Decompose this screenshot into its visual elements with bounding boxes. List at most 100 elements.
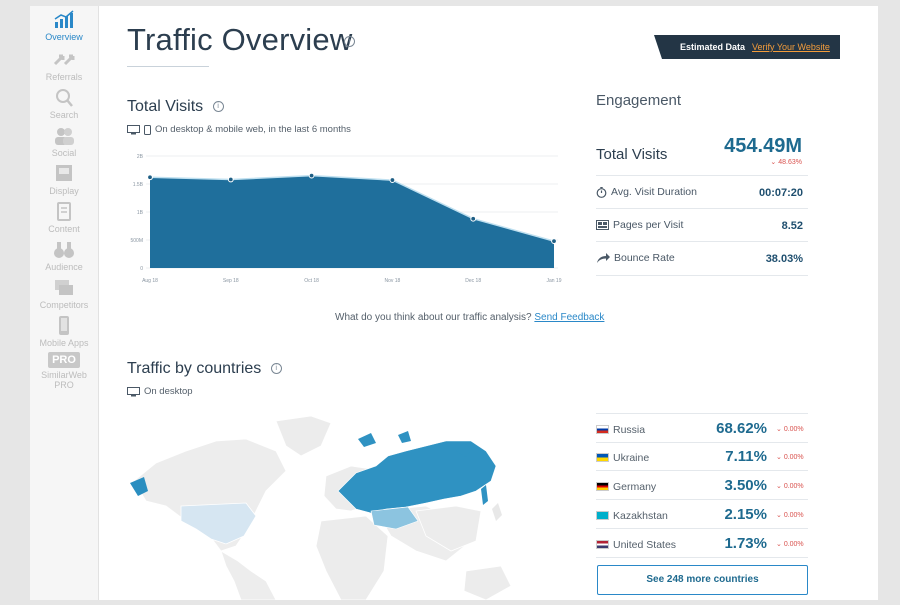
- sidebar-item-label: Overview: [45, 32, 83, 42]
- layers-icon: [55, 280, 73, 295]
- data-point[interactable]: [147, 174, 153, 181]
- engagement-row-pages: Pages per Visit 8.52: [596, 208, 808, 242]
- engagement-label-text: Avg. Visit Duration: [611, 186, 697, 198]
- flag-icon: [596, 482, 609, 491]
- sidebar-item-label: Audience: [45, 262, 83, 272]
- sidebar-item-label: Social: [51, 148, 77, 158]
- country-name: Russia: [613, 424, 646, 436]
- sidebar-item-display[interactable]: Display: [30, 164, 98, 196]
- stopwatch-icon: [596, 186, 607, 198]
- bounce-arrow-icon: [597, 252, 610, 263]
- x-tick-label: Dec 18: [465, 278, 481, 284]
- engagement-label-text: Bounce Rate: [614, 252, 675, 264]
- info-icon[interactable]: i: [270, 363, 282, 375]
- sidebar-item-label: Referrals: [45, 72, 83, 82]
- total-visits-chart: 2B 1.5B 1B 500M 0 Aug 18 Sep 18 Oct 18 Nov 18 Dec…: [126, 146, 566, 291]
- info-icon[interactable]: i: [344, 36, 355, 47]
- verify-website-link[interactable]: Verify Your Website: [752, 42, 830, 52]
- sidebar-item-mobile-apps[interactable]: Mobile Apps: [30, 316, 98, 348]
- change-value: 0.00%: [783, 541, 804, 548]
- country-row[interactable]: Kazakhstan 2.15% ⌄ 0.00%: [596, 500, 808, 529]
- country-row[interactable]: United States 1.73% ⌄ 0.00%: [596, 529, 808, 558]
- sidebar-item-label: Content: [48, 224, 80, 234]
- phone-icon: [59, 316, 69, 335]
- arrows-icon: [53, 54, 75, 66]
- data-point[interactable]: [227, 176, 234, 183]
- world-map[interactable]: [126, 411, 516, 601]
- sidebar-item-social[interactable]: Social: [30, 126, 98, 158]
- total-visits-title-text: Total Visits: [127, 98, 204, 115]
- sidebar-item-content[interactable]: Content: [30, 202, 98, 234]
- countries-subnote: On desktop: [127, 386, 193, 397]
- x-tick-label: Nov 18: [384, 278, 400, 284]
- country-name: Germany: [613, 481, 657, 493]
- y-tick-label: 1.5B: [133, 182, 144, 188]
- info-icon[interactable]: i: [212, 101, 224, 113]
- document-icon: [57, 202, 71, 221]
- pages-icon: [596, 219, 609, 230]
- page: Overview Referrals Search Social: [30, 6, 878, 601]
- desktop-icon: [127, 386, 140, 396]
- engagement-value: 8.52: [781, 220, 803, 232]
- country-row[interactable]: Russia 68.62% ⌄ 0.00%: [596, 413, 808, 443]
- data-point[interactable]: [551, 238, 557, 245]
- y-tick-label: 0: [140, 266, 143, 272]
- sidebar-item-label: Mobile Apps: [39, 338, 89, 348]
- engagement-label: Bounce Rate: [596, 252, 675, 264]
- country-name: United States: [613, 539, 677, 551]
- flag-icon: [596, 453, 609, 462]
- country-row[interactable]: Germany 3.50% ⌄ 0.00%: [596, 471, 808, 500]
- down-chevron-icon: ⌄: [776, 483, 784, 490]
- sidebar-item-referrals[interactable]: Referrals: [30, 50, 98, 82]
- country-change: ⌄ 0.00%: [776, 453, 804, 461]
- mobile-icon: [144, 124, 151, 135]
- title-underline: [127, 66, 209, 67]
- change-value: 0.00%: [783, 454, 804, 461]
- sidebar-item-audience[interactable]: Audience: [30, 240, 98, 272]
- sidebar-item-search[interactable]: Search: [30, 88, 98, 120]
- country-change: ⌄ 0.00%: [776, 482, 804, 490]
- see-more-countries-button[interactable]: See 248 more countries: [597, 565, 808, 595]
- change-value: 0.00%: [783, 483, 804, 490]
- pro-badge: PRO: [48, 352, 80, 368]
- visits-line: [149, 174, 555, 242]
- send-feedback-link[interactable]: Send Feedback: [534, 312, 605, 323]
- x-tick-label: Aug 18: [142, 278, 158, 284]
- engagement-label: Avg. Visit Duration: [596, 186, 697, 198]
- subnote-text: On desktop & mobile web, in the last 6 m…: [155, 124, 351, 135]
- change-value: 0.00%: [783, 426, 804, 433]
- country-name: Kazakhstan: [613, 510, 668, 522]
- engagement-title: Engagement: [596, 92, 682, 109]
- y-tick-label: 1B: [137, 210, 144, 216]
- flag-icon: [596, 511, 609, 520]
- binoculars-icon: [54, 242, 74, 258]
- sidebar-item-label: Search: [49, 110, 79, 120]
- engagement-value: 38.03%: [765, 253, 803, 265]
- x-tick-label: Oct 18: [304, 278, 319, 284]
- country-share: 7.11%: [725, 448, 767, 465]
- sidebar-item-overview[interactable]: Overview: [30, 10, 98, 42]
- country-share: 1.73%: [724, 535, 767, 552]
- data-point[interactable]: [389, 177, 396, 183]
- data-point[interactable]: [470, 215, 477, 222]
- engagement-total-change: ⌄ 48.63%: [670, 158, 802, 166]
- down-chevron-icon: ⌄: [776, 541, 784, 548]
- change-value: 48.63%: [778, 159, 802, 166]
- people-icon: [55, 128, 74, 145]
- sidebar-item-pro[interactable]: PRO SimilarWeb PRO: [30, 352, 98, 390]
- country-row[interactable]: Ukraine 7.11% ⌄ 0.00%: [596, 442, 808, 471]
- estimated-data-banner: Estimated Data Verify Your Website: [654, 35, 840, 59]
- data-point[interactable]: [308, 172, 315, 179]
- countries-title-text: Traffic by countries: [127, 360, 262, 377]
- sidebar-item-competitors[interactable]: Competitors: [30, 278, 98, 310]
- down-chevron-icon: ⌄: [776, 426, 784, 433]
- country-change: ⌄ 0.00%: [776, 425, 804, 433]
- x-tick-label: Sep 18: [223, 278, 239, 284]
- sidebar-item-label: Display: [49, 186, 79, 196]
- country-share: 68.62%: [716, 420, 767, 437]
- engagement-label-text: Pages per Visit: [613, 219, 684, 231]
- engagement-value: 00:07:20: [758, 187, 803, 199]
- subnote-text: On desktop: [144, 386, 193, 397]
- down-chevron-icon: ⌄: [776, 512, 784, 519]
- change-value: 0.00%: [783, 512, 804, 519]
